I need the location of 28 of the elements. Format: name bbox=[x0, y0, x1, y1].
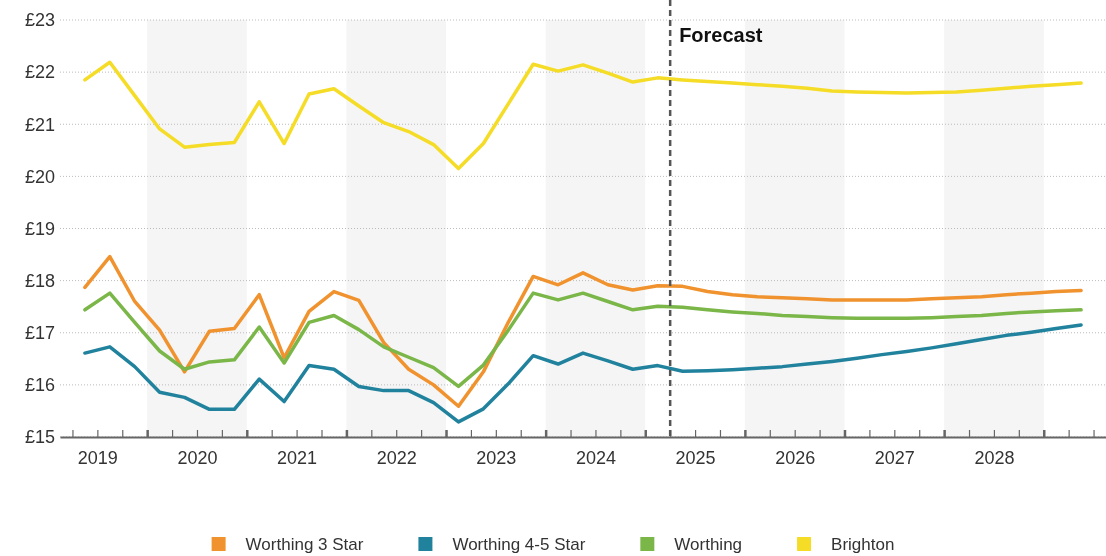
y-tick-label: £15 bbox=[24, 427, 55, 448]
x-tick-label: 2026 bbox=[775, 447, 816, 468]
line-series bbox=[83, 254, 1083, 408]
x-tick-label: 2022 bbox=[376, 447, 417, 468]
x-tick-label: 2027 bbox=[874, 447, 915, 468]
line-series bbox=[83, 291, 1083, 389]
x-tick-label: 2023 bbox=[476, 447, 517, 468]
x-tick-label: 2020 bbox=[177, 447, 218, 468]
y-tick-label: £21 bbox=[24, 114, 55, 135]
x-tick-label: 2021 bbox=[277, 447, 318, 468]
line-series bbox=[83, 60, 1083, 171]
y-tick-label: £22 bbox=[24, 62, 55, 83]
x-tick-label: 2025 bbox=[675, 447, 716, 468]
x-tick-label: 2024 bbox=[575, 447, 616, 468]
legend-label: Worthing 4-5 Star bbox=[452, 535, 586, 554]
y-tick-label: £19 bbox=[24, 218, 55, 239]
legend-label: Worthing bbox=[674, 535, 743, 554]
line-series bbox=[83, 323, 1083, 424]
y-tick-label: £16 bbox=[24, 375, 55, 396]
x-tick-label: 2028 bbox=[974, 447, 1015, 468]
y-tick-label: £20 bbox=[24, 166, 55, 187]
legend-label: Brighton bbox=[831, 535, 895, 554]
y-tick-label: £18 bbox=[24, 270, 55, 291]
legend-label: Worthing 3 Star bbox=[245, 535, 364, 554]
ref-line-label: Forecast bbox=[679, 24, 763, 46]
y-tick-label: £17 bbox=[24, 323, 55, 344]
y-tick-label: £23 bbox=[24, 10, 55, 31]
x-tick-label: 2019 bbox=[77, 447, 118, 468]
